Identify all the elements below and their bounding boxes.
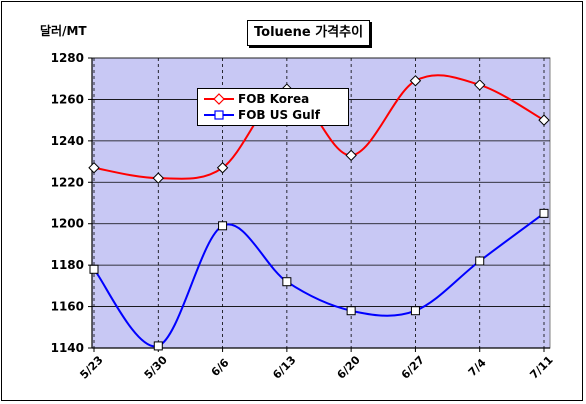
legend: FOB Korea FOB US Gulf — [197, 88, 349, 126]
legend-label-fob-korea: FOB Korea — [238, 92, 310, 106]
y-tick-label: 1200 — [51, 217, 84, 231]
data-point-fob-us-gulf — [153, 341, 163, 351]
data-point-fob-us-gulf — [475, 256, 485, 266]
y-tick-label: 1240 — [51, 134, 84, 148]
data-point-fob-korea — [474, 79, 486, 91]
data-point-fob-korea — [152, 172, 164, 184]
legend-label-fob-us-gulf: FOB US Gulf — [238, 108, 321, 122]
legend-item-fob-korea: FOB Korea — [204, 91, 309, 107]
x-tick-label: 6/27 — [399, 353, 427, 381]
data-point-fob-korea — [538, 114, 550, 126]
data-point-fob-korea — [216, 162, 229, 174]
y-axis-unit-label: 달러/MT — [40, 24, 87, 38]
x-tick-label: 6/6 — [209, 356, 232, 379]
legend-swatch-fob-korea — [204, 93, 234, 105]
data-point-fob-korea — [409, 75, 422, 87]
chart-title: Toluene 가격추이 — [247, 20, 371, 46]
y-tick-label: 1220 — [51, 175, 84, 189]
y-tick-label: 1140 — [51, 341, 84, 355]
data-point-fob-korea — [88, 162, 100, 174]
y-tick-label: 1260 — [51, 92, 84, 106]
data-point-fob-us-gulf — [346, 306, 356, 316]
y-tick-label: 1280 — [51, 51, 84, 65]
data-point-fob-us-gulf — [89, 264, 99, 274]
y-tick-label: 1160 — [51, 300, 84, 314]
x-tick-label: 7/11 — [527, 353, 555, 381]
x-tick-label: 6/13 — [270, 353, 298, 381]
legend-swatch-fob-us-gulf — [204, 110, 234, 120]
y-tick-label: 1180 — [51, 258, 84, 272]
data-point-fob-us-gulf — [539, 208, 549, 218]
legend-item-fob-us-gulf: FOB US Gulf — [204, 107, 320, 123]
x-tick-label: 6/20 — [335, 353, 364, 382]
x-tick-label: 7/4 — [466, 356, 489, 379]
data-point-fob-us-gulf — [410, 306, 420, 316]
data-point-fob-korea — [345, 149, 357, 162]
data-point-fob-us-gulf — [282, 277, 292, 287]
data-point-fob-us-gulf — [218, 221, 228, 231]
x-tick-label: 5/30 — [142, 353, 171, 382]
x-tick-label: 5/23 — [77, 353, 105, 381]
